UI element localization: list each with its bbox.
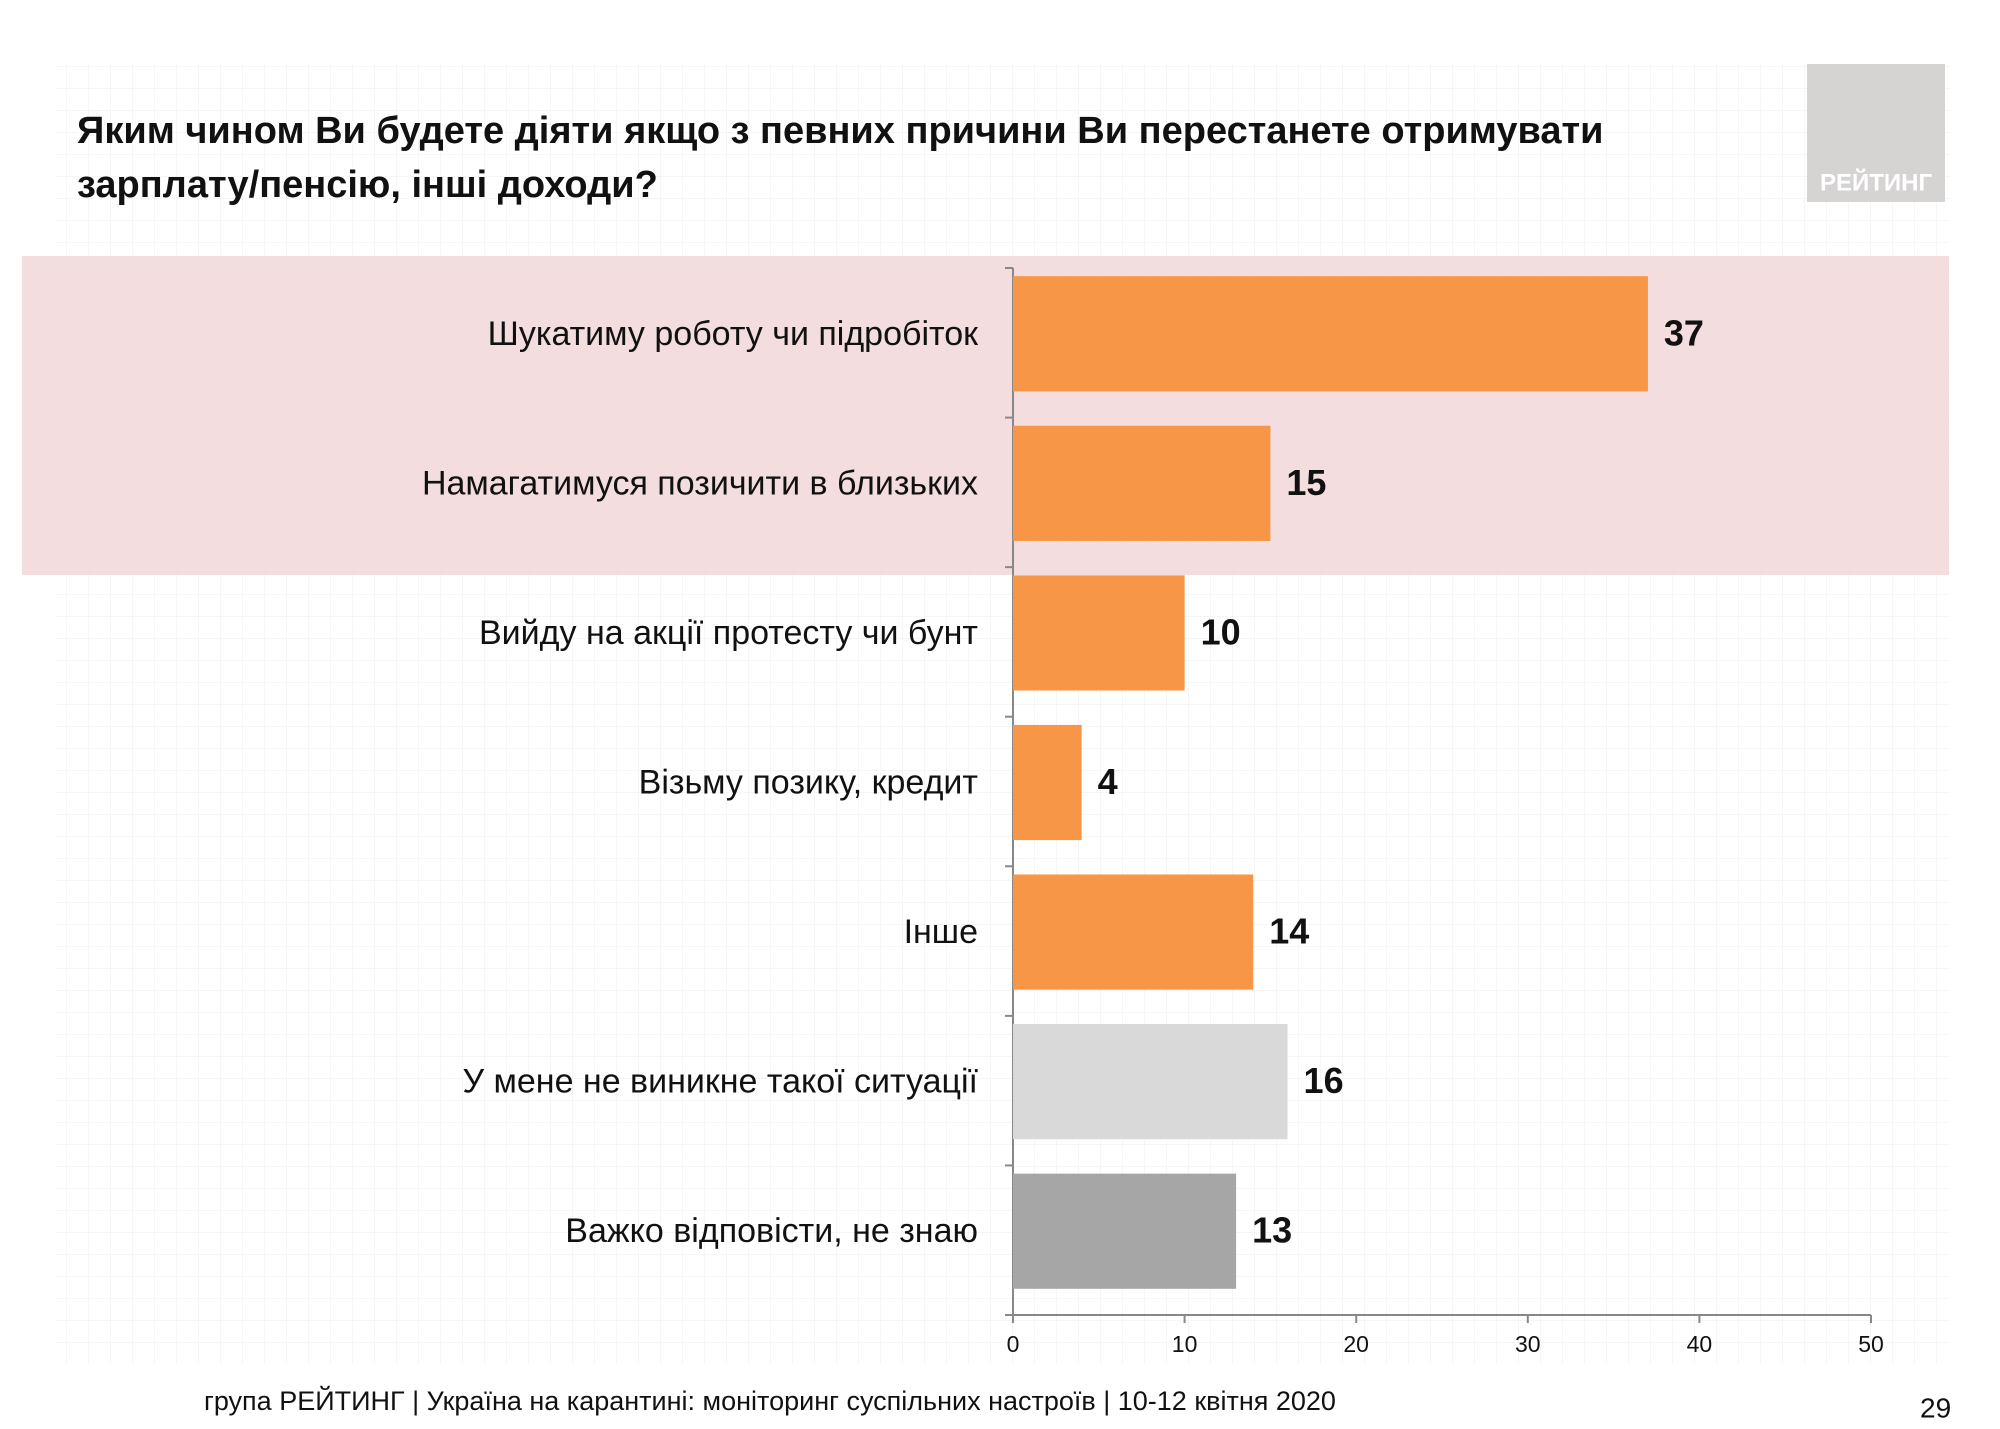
x-tick-label: 50 bbox=[1858, 1331, 1884, 1357]
bar bbox=[1013, 575, 1185, 691]
value-label: 4 bbox=[1098, 761, 1118, 802]
bar bbox=[1013, 1173, 1237, 1289]
category-label: Інше bbox=[904, 913, 978, 951]
x-tick-label: 30 bbox=[1515, 1331, 1541, 1357]
logo-text: РЕЙТИНГ bbox=[1820, 168, 1933, 196]
bar bbox=[1013, 276, 1648, 392]
category-label: Важко відповісти, не знаю bbox=[565, 1212, 978, 1250]
logo-box bbox=[1807, 64, 1945, 202]
category-label: Шукатиму роботу чи підробіток bbox=[488, 315, 979, 353]
x-tick-label: 40 bbox=[1687, 1331, 1713, 1357]
chart-title-line: зарплату/пенсію, інші доходи? bbox=[77, 164, 658, 206]
category-label: Вийду на акції протесту чи бунт bbox=[479, 614, 978, 652]
category-label: У мене не виникне такої ситуації bbox=[462, 1063, 978, 1101]
value-label: 16 bbox=[1304, 1060, 1344, 1101]
value-label: 15 bbox=[1286, 462, 1326, 503]
category-label: Візьму позику, кредит bbox=[639, 763, 978, 801]
x-tick-label: 0 bbox=[1007, 1331, 1020, 1357]
bar bbox=[1013, 425, 1271, 541]
chart-title-line: Яким чином Ви будете діяти якщо з певних… bbox=[77, 110, 1604, 152]
footer: група РЕЙТИНГ | Україна на карантині: мо… bbox=[204, 1385, 1336, 1416]
value-label: 10 bbox=[1201, 611, 1241, 652]
value-label: 37 bbox=[1664, 312, 1704, 353]
page-number: 29 bbox=[1920, 1392, 1951, 1423]
bar bbox=[1013, 874, 1254, 990]
x-tick-label: 10 bbox=[1172, 1331, 1198, 1357]
bar bbox=[1013, 724, 1082, 841]
value-label: 13 bbox=[1252, 1210, 1292, 1251]
x-tick-label: 20 bbox=[1343, 1331, 1369, 1357]
highlight-band bbox=[22, 256, 1949, 575]
value-label: 14 bbox=[1269, 911, 1309, 952]
bar bbox=[1013, 1024, 1288, 1140]
category-label: Намагатимуся позичити в близьких bbox=[422, 464, 978, 502]
